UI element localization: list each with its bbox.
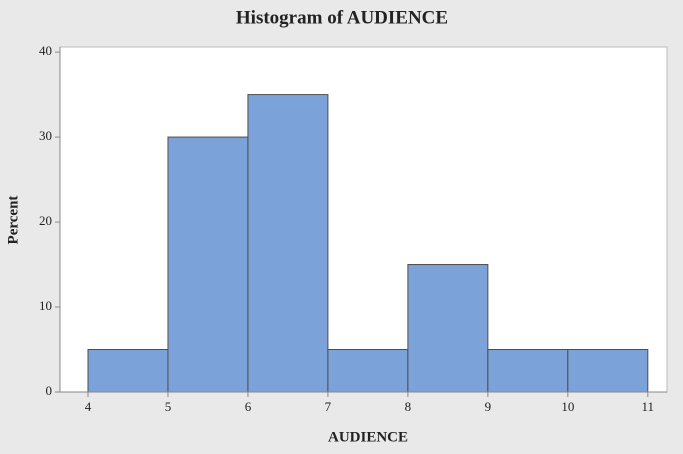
chart-title: Histogram of AUDIENCE — [236, 7, 448, 28]
y-tick-label: 0 — [46, 383, 53, 398]
x-tick-label: 5 — [165, 399, 172, 414]
y-tick-label: 10 — [39, 298, 52, 313]
x-tick-label: 4 — [85, 399, 92, 414]
x-tick-label: 7 — [325, 399, 332, 414]
x-tick-label: 8 — [405, 399, 412, 414]
x-tick-label: 9 — [485, 399, 492, 414]
bar — [567, 349, 649, 393]
y-tick-label: 20 — [39, 213, 52, 228]
x-tick-label: 11 — [642, 399, 655, 414]
plot-area — [59, 46, 668, 393]
x-tick-label: 6 — [245, 399, 252, 414]
x-axis-label: AUDIENCE — [328, 429, 408, 445]
bar — [327, 349, 409, 393]
bar — [487, 349, 569, 393]
y-tick-label: 30 — [39, 128, 52, 143]
bar — [167, 136, 249, 393]
bar — [247, 94, 329, 393]
x-tick-label: 10 — [561, 399, 574, 414]
bar — [87, 349, 169, 393]
y-tick-label: 40 — [39, 43, 52, 58]
y-axis-label: Percent — [5, 196, 21, 245]
bar — [407, 264, 489, 393]
